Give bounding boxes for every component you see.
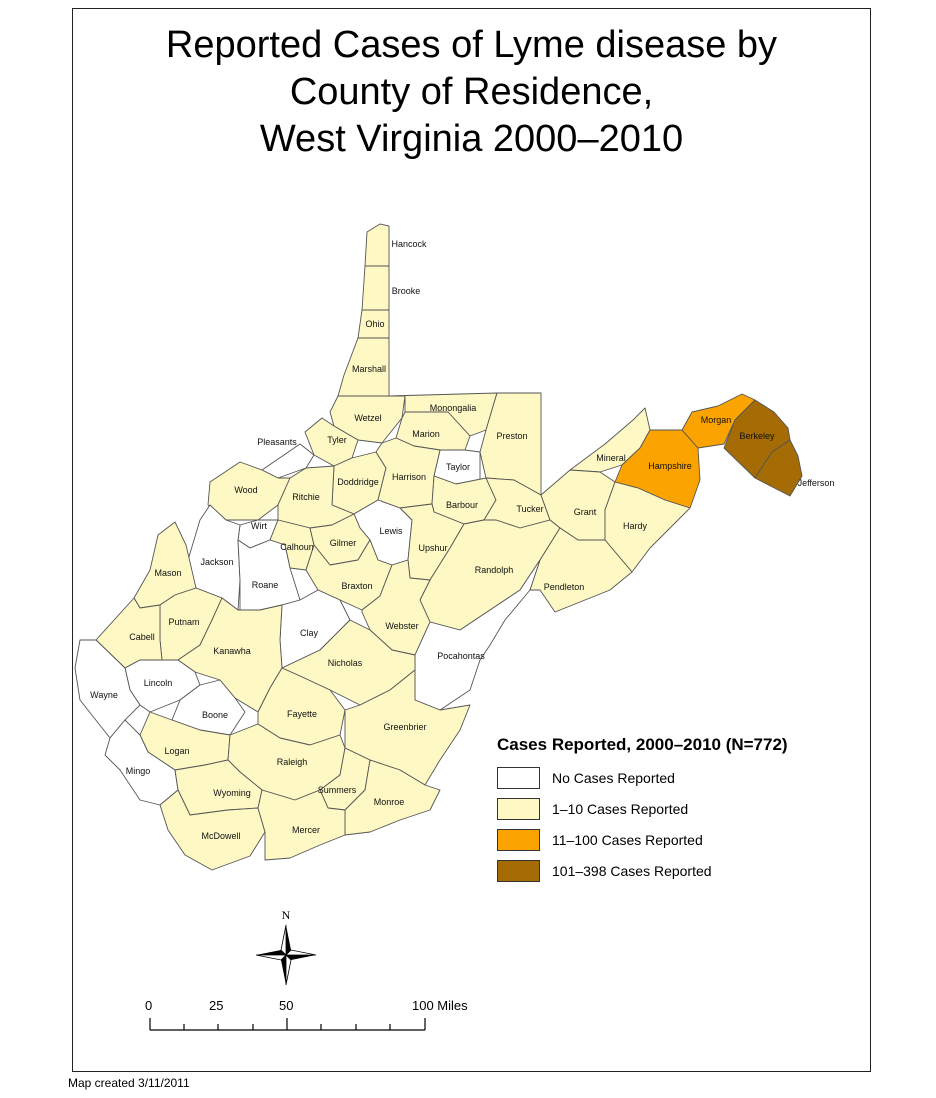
- county-label-wood: Wood: [234, 485, 257, 495]
- county-label-fayette: Fayette: [287, 709, 317, 719]
- county-label-wirt: Wirt: [251, 521, 267, 531]
- title-line-2: County of Residence,: [289, 71, 654, 113]
- county-label-pendleton: Pendleton: [544, 582, 585, 592]
- county-label-raleigh: Raleigh: [277, 757, 308, 767]
- county-label-grant: Grant: [574, 507, 597, 517]
- county-label-monongalia: Monongalia: [430, 403, 477, 413]
- county-label-pleasants: Pleasants: [257, 437, 297, 447]
- county-label-lincoln: Lincoln: [144, 678, 173, 688]
- county-label-barbour: Barbour: [446, 500, 478, 510]
- county-label-marion: Marion: [412, 429, 440, 439]
- county-label-harrison: Harrison: [392, 472, 426, 482]
- county-layer: [74, 223, 803, 871]
- legend-label-mid: 11–100 Cases Reported: [552, 832, 703, 848]
- county-label-putnam: Putnam: [168, 617, 199, 627]
- county-label-braxton: Braxton: [341, 581, 372, 591]
- county-label-monroe: Monroe: [374, 797, 405, 807]
- county-hancock: [364, 223, 390, 267]
- county-label-mineral: Mineral: [596, 453, 626, 463]
- legend-label-none: No Cases Reported: [552, 770, 675, 786]
- county-label-summers: Summers: [318, 785, 357, 795]
- county-label-calhoun: Calhoun: [280, 542, 314, 552]
- county-brooke: [361, 265, 390, 311]
- county-label-marshall: Marshall: [352, 364, 386, 374]
- title-line-3: West Virginia 2000–2010: [259, 118, 684, 160]
- county-label-tucker: Tucker: [516, 504, 543, 514]
- county-label-preston: Preston: [496, 431, 527, 441]
- county-label-wetzel: Wetzel: [354, 413, 381, 423]
- county-label-hampshire: Hampshire: [648, 461, 692, 471]
- legend-title: Cases Reported, 2000–2010 (N=772): [497, 735, 788, 754]
- county-label-wayne: Wayne: [90, 690, 118, 700]
- map-created-note: Map created 3/11/2011: [68, 1076, 190, 1090]
- county-label-jackson: Jackson: [200, 557, 233, 567]
- scale-tick-25: 25: [209, 998, 224, 1013]
- county-label-taylor: Taylor: [446, 462, 470, 472]
- county-wood: [207, 461, 291, 521]
- county-label-webster: Webster: [385, 621, 418, 631]
- county-label-nicholas: Nicholas: [328, 658, 363, 668]
- county-mercer: [257, 789, 346, 861]
- county-label-ritchie: Ritchie: [292, 492, 320, 502]
- county-label-berkeley: Berkeley: [739, 431, 775, 441]
- county-monroe: [344, 759, 441, 836]
- legend-label-high: 101–398 Cases Reported: [552, 863, 712, 879]
- county-label-upshur: Upshur: [418, 543, 447, 553]
- county-hardy: [604, 481, 691, 573]
- county-label-mercer: Mercer: [292, 825, 320, 835]
- scale-tick-100: 100 Miles: [412, 998, 468, 1013]
- county-label-ohio: Ohio: [365, 319, 384, 329]
- county-label-cabell: Cabell: [129, 632, 155, 642]
- county-label-jefferson: Jefferson: [798, 478, 835, 488]
- scale-tick-0: 0: [145, 998, 153, 1013]
- county-label-greenbrier: Greenbrier: [383, 722, 426, 732]
- legend: Cases Reported, 2000–2010 (N=772) No Cas…: [497, 735, 788, 882]
- county-label-mingo: Mingo: [126, 766, 151, 776]
- county-label-roane: Roane: [252, 580, 279, 590]
- county-label-logan: Logan: [164, 746, 189, 756]
- map-frame: [72, 8, 871, 1072]
- county-label-wyoming: Wyoming: [213, 788, 250, 798]
- legend-swatch-high: [497, 860, 540, 882]
- legend-swatch-mid: [497, 829, 540, 851]
- map-title: Reported Cases of Lyme disease by County…: [72, 22, 871, 163]
- county-label-hardy: Hardy: [623, 521, 648, 531]
- title-line-1: Reported Cases of Lyme disease by: [165, 24, 778, 66]
- county-tyler: [304, 417, 359, 467]
- compass-north-label: N: [282, 908, 291, 922]
- legend-swatch-none: [497, 767, 540, 789]
- county-label-lewis: Lewis: [379, 526, 403, 536]
- county-label-kanawha: Kanawha: [213, 646, 251, 656]
- legend-swatch-low: [497, 798, 540, 820]
- scale-bar: [149, 1018, 426, 1031]
- county-label-mcdowell: McDowell: [201, 831, 240, 841]
- county-label-boone: Boone: [202, 710, 228, 720]
- county-label-layer: Hancock Brooke Ohio Marshall Wetzel Monongali…: [90, 239, 834, 841]
- scale-tick-50: 50: [279, 998, 294, 1013]
- county-label-randolph: Randolph: [475, 565, 514, 575]
- legend-label-low: 1–10 Cases Reported: [552, 801, 689, 817]
- county-label-mason: Mason: [154, 568, 181, 578]
- compass-rose-icon: [255, 924, 317, 986]
- county-label-morgan: Morgan: [701, 415, 732, 425]
- county-label-tyler: Tyler: [327, 435, 347, 445]
- county-wayne: [74, 639, 141, 739]
- county-jefferson: [754, 439, 803, 497]
- county-label-doddridge: Doddridge: [337, 477, 379, 487]
- county-label-clay: Clay: [300, 628, 319, 638]
- county-label-pocahontas: Pocahontas: [437, 651, 485, 661]
- county-label-brooke: Brooke: [392, 286, 421, 296]
- county-label-gilmer: Gilmer: [330, 538, 357, 548]
- county-label-hancock: Hancock: [391, 239, 427, 249]
